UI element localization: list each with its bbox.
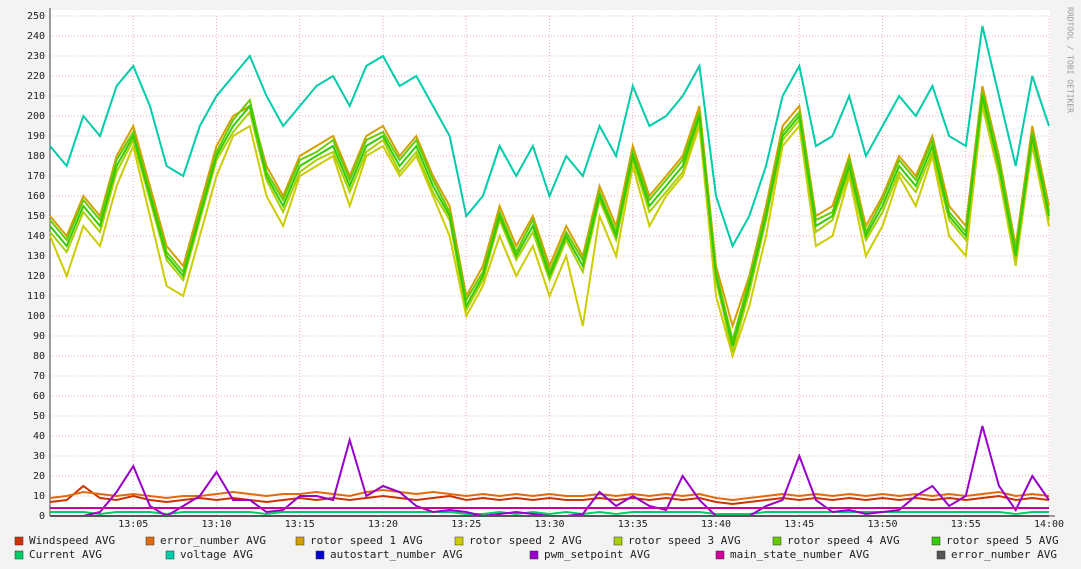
y-tick-label: 0 [39, 511, 45, 522]
y-tick-label: 40 [33, 431, 45, 442]
y-tick-label: 90 [33, 331, 45, 342]
y-tick-label: 110 [27, 291, 45, 302]
y-tick-label: 50 [33, 411, 45, 422]
legend-label: rotor speed 5 AVG [946, 534, 1059, 547]
x-tick-label: 13:20 [368, 519, 398, 530]
legend-swatch [454, 536, 464, 546]
x-tick-label: 13:40 [701, 519, 731, 530]
series-line [49, 85, 1050, 330]
legend-swatch [14, 550, 24, 560]
y-tick-label: 140 [27, 231, 45, 242]
legend-label: autostart_number AVG [330, 548, 462, 561]
legend-label: rotor speed 4 AVG [787, 534, 900, 547]
y-tick-label: 20 [33, 471, 45, 482]
y-tick-label: 10 [33, 491, 45, 502]
x-tick-label: 13:55 [951, 519, 981, 530]
y-tick-label: 130 [27, 251, 45, 262]
y-tick-label: 220 [27, 71, 45, 82]
series-line [49, 99, 1050, 353]
y-tick-label: 200 [27, 111, 45, 122]
y-tick-label: 70 [33, 371, 45, 382]
legend-label: main_state_number AVG [730, 548, 869, 561]
y-tick-label: 60 [33, 391, 45, 402]
legend-label: error_number AVG [160, 534, 266, 547]
legend-swatch [165, 550, 175, 560]
series-line [49, 105, 1050, 360]
legend-label: rotor speed 3 AVG [628, 534, 741, 547]
y-tick-label: 230 [27, 51, 45, 62]
x-tick-label: 13:30 [534, 519, 564, 530]
y-tick-label: 160 [27, 191, 45, 202]
y-tick-label: 120 [27, 271, 45, 282]
side-label: RRDTOOL / TOBI OETIKER [1066, 7, 1075, 113]
y-tick-label: 150 [27, 211, 45, 222]
x-tick-label: 13:05 [118, 519, 148, 530]
y-tick-label: 190 [27, 131, 45, 142]
series-line [49, 484, 1050, 506]
legend-label: rotor speed 2 AVG [469, 534, 582, 547]
series-line [49, 488, 1050, 502]
legend-label: Current AVG [29, 548, 102, 561]
legend-swatch [715, 550, 725, 560]
x-tick-label: 13:45 [784, 519, 814, 530]
series-line [49, 25, 1050, 249]
legend-swatch [772, 536, 782, 546]
y-tick-label: 170 [27, 171, 45, 182]
legend-swatch [931, 536, 941, 546]
x-tick-label: 14:00 [1034, 519, 1064, 530]
legend-label: pwm_setpoint AVG [544, 548, 650, 561]
legend-label: Windspeed AVG [29, 534, 115, 547]
series-line [49, 91, 1050, 344]
legend-label: error_number AVG [951, 548, 1057, 561]
series-line [49, 95, 1050, 347]
x-tick-label: 13:35 [618, 519, 648, 530]
x-tick-label: 13:25 [451, 519, 481, 530]
legend-swatch [295, 536, 305, 546]
y-tick-label: 30 [33, 451, 45, 462]
legend-swatch [529, 550, 539, 560]
y-tick-label: 180 [27, 151, 45, 162]
x-tick-label: 13:50 [867, 519, 897, 530]
y-tick-label: 250 [27, 11, 45, 22]
y-tick-label: 240 [27, 31, 45, 42]
y-tick-label: 210 [27, 91, 45, 102]
y-tick-label: 100 [27, 311, 45, 322]
legend-swatch [936, 550, 946, 560]
legend-swatch [145, 536, 155, 546]
y-tick-label: 80 [33, 351, 45, 362]
x-tick-label: 13:10 [201, 519, 231, 530]
legend-label: voltage AVG [180, 548, 253, 561]
legend-swatch [315, 550, 325, 560]
legend-label: rotor speed 1 AVG [310, 534, 423, 547]
x-tick-label: 13:15 [285, 519, 315, 530]
legend-swatch [613, 536, 623, 546]
legend-swatch [14, 536, 24, 546]
